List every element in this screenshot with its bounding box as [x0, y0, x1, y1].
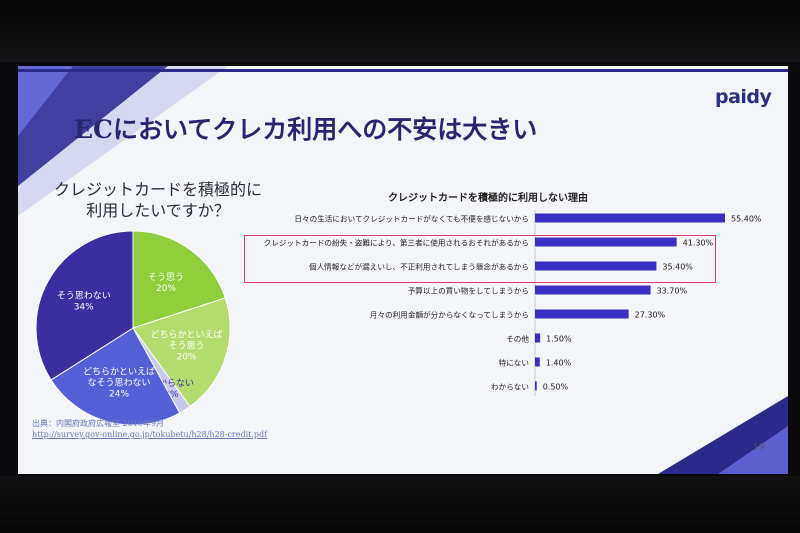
bar — [535, 381, 537, 391]
pie-slice-label: そう思わない — [57, 290, 111, 301]
pie-slice — [132, 297, 231, 408]
pie-value-label: 20% — [176, 352, 196, 362]
pie-question-line1: クレジットカードを積極的に — [53, 180, 262, 199]
bar-chart: 日々の生活においてクレジットカードがなくても不便を感じないから 55.40% クレジ… — [264, 210, 762, 396]
bar-category-label: 特にない — [499, 358, 529, 368]
bar — [535, 333, 541, 343]
slide-decoration — [18, 66, 788, 474]
bar — [535, 285, 651, 295]
stage-bottom — [0, 476, 800, 533]
pie-slice-label: どちらかといえば — [83, 366, 155, 377]
pie-slice-label: そう思う — [148, 272, 184, 283]
bar-value-label: 41.30% — [683, 239, 714, 248]
pie-slice — [50, 327, 181, 426]
bar-category-label: 予算以上の買い物をしてしまうから — [408, 286, 529, 296]
pie-question-line2: 利用したいですか？ — [86, 201, 230, 220]
bar — [535, 357, 540, 367]
bar — [535, 309, 629, 319]
slide-title: ECにおいてクレカ利用への不安は大きい — [74, 115, 538, 144]
page-number: 19 — [753, 443, 765, 453]
bar-category-label: わからない — [491, 383, 529, 392]
presentation-slide: paidy ECにおいてクレカ利用への不安は大きい クレジットカードを積極的に … — [18, 66, 788, 474]
bar-value-label: 27.30% — [635, 311, 666, 320]
pie-slice-label: そう思う — [168, 340, 204, 351]
bar-value-label: 1.40% — [546, 359, 572, 368]
pie-slice — [132, 230, 226, 329]
bar — [535, 261, 657, 271]
bar-category-label: クレジットカードの紛失・盗難により、第三者に使用されるおそれがあるから — [264, 238, 529, 248]
bar-value-label: 35.40% — [662, 263, 693, 272]
pie-value-label: 20% — [156, 284, 176, 294]
bar-category-label: その他 — [506, 334, 529, 344]
highlight-box — [244, 235, 716, 283]
pie-value-label: 24% — [109, 389, 129, 399]
pie-slice-label: どちらかといえば — [150, 329, 222, 340]
bar — [535, 237, 677, 247]
bar-chart-title: クレジットカードを積極的に利用しない理由 — [388, 193, 588, 204]
pie-value-label: 2% — [164, 390, 179, 400]
source-url[interactable]: http://survey.gov-online.go.jp/tokubetu/… — [32, 430, 268, 439]
pie-chart: そう思う20%どちらかといえばそう思う20%わからない2%どちらかといえばなそう… — [35, 230, 231, 426]
source-line: 出典：内閣府政府広報室 2016年9月 — [32, 419, 164, 428]
bar-value-label: 55.40% — [731, 215, 762, 224]
bar-category-label: 日々の生活においてクレジットカードがなくても不便を感じないから — [294, 214, 529, 224]
pie-slice-label: なそう思わない — [88, 377, 151, 388]
bar-value-label: 1.50% — [546, 335, 572, 344]
bar-value-label: 0.50% — [543, 383, 569, 392]
pie-slice-label: わからない — [149, 378, 194, 389]
stage-top — [0, 0, 800, 62]
paidy-logo: paidy — [715, 86, 772, 108]
pie-slice — [35, 230, 134, 381]
pie-value-label: 34% — [74, 302, 94, 312]
source-note: 出典：内閣府政府広報室 2016年9月 http://survey.gov-on… — [32, 418, 267, 440]
pie-question: クレジットカードを積極的に 利用したいですか？ — [38, 179, 278, 221]
bar-category-label: 個人情報などが漏えいし、不正利用されてしまう懸念があるから — [309, 262, 529, 272]
bar — [535, 213, 725, 223]
bar-category-label: 月々の利用金額が分からなくなってしまうから — [370, 310, 529, 320]
bar-value-label: 33.70% — [657, 287, 688, 296]
